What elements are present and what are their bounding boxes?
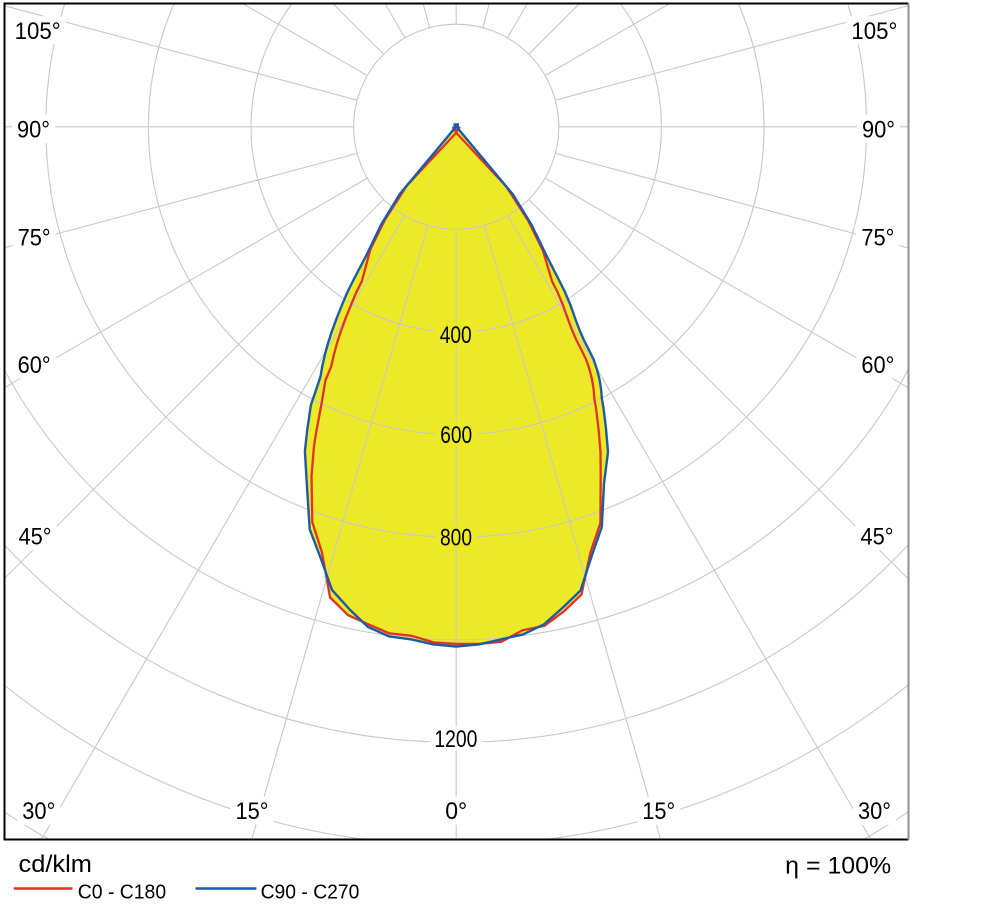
svg-text:30°: 30°	[22, 798, 55, 825]
svg-text:45°: 45°	[861, 524, 894, 551]
svg-text:600: 600	[440, 422, 472, 449]
svg-text:800: 800	[440, 524, 472, 551]
svg-text:0°: 0°	[445, 798, 467, 825]
svg-text:cd/klm: cd/klm	[19, 851, 92, 878]
svg-text:60°: 60°	[18, 352, 51, 379]
svg-text:30°: 30°	[858, 798, 891, 825]
svg-text:1200: 1200	[434, 726, 477, 753]
svg-text:45°: 45°	[19, 524, 52, 551]
svg-text:15°: 15°	[642, 798, 675, 825]
svg-text:C0 - C180: C0 - C180	[78, 882, 166, 904]
svg-text:90°: 90°	[862, 116, 895, 143]
svg-text:400: 400	[440, 322, 472, 349]
svg-text:90°: 90°	[17, 116, 50, 143]
svg-text:75°: 75°	[18, 225, 51, 252]
svg-text:105°: 105°	[851, 18, 897, 45]
svg-text:15°: 15°	[236, 798, 269, 825]
svg-text:η = 100%: η = 100%	[785, 852, 891, 879]
svg-text:105°: 105°	[15, 18, 61, 45]
svg-text:60°: 60°	[861, 352, 894, 379]
svg-text:75°: 75°	[861, 225, 894, 252]
svg-text:C90 - C270: C90 - C270	[261, 882, 360, 904]
